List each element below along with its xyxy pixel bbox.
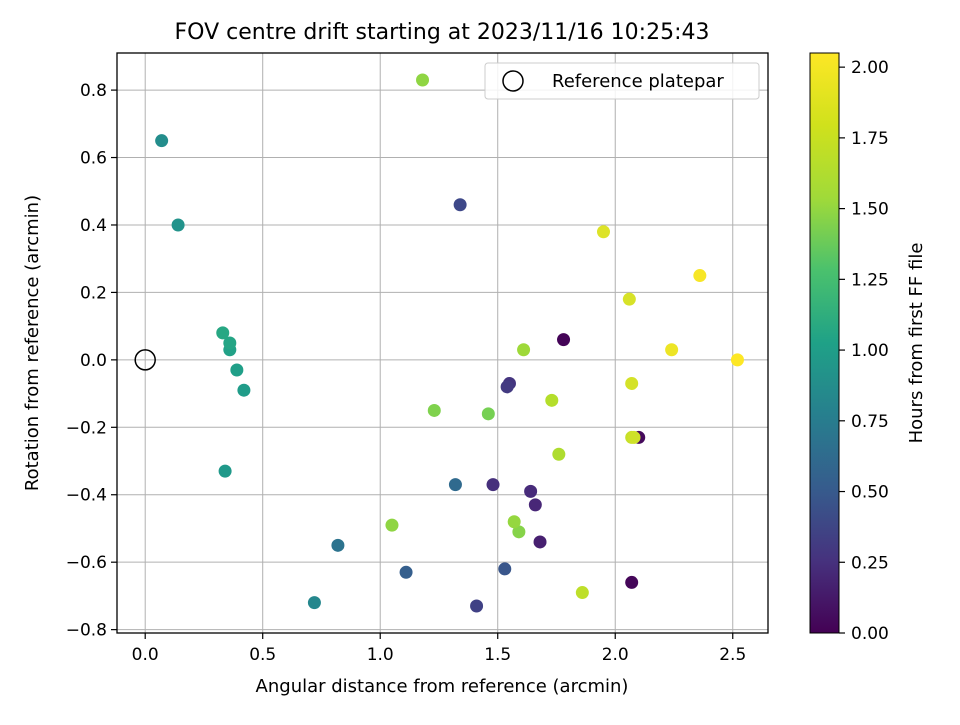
scatter-point: [528, 498, 542, 512]
legend-box: [484, 62, 760, 100]
scatter-point: [230, 363, 244, 377]
scatter-point: [155, 134, 169, 148]
y-tick-label: 0.6: [80, 149, 107, 169]
scatter-point: [399, 565, 413, 579]
scatter-point: [218, 464, 232, 478]
scatter-point: [486, 478, 500, 492]
scatter-point: [481, 407, 495, 421]
x-tick-label: 2.0: [602, 645, 629, 665]
scatter-point: [533, 535, 547, 549]
legend: Reference platepar: [484, 62, 760, 100]
colorbar-tick-label: 1.75: [851, 129, 889, 149]
scatter-point: [216, 326, 230, 340]
scatter-point: [730, 353, 744, 367]
legend-label-reference: Reference platepar: [552, 71, 724, 92]
scatter-point: [693, 269, 707, 283]
reference-platepar-marker: [134, 349, 156, 371]
x-tick-label: 0.0: [132, 645, 159, 665]
colorbar-tick-label: 1.50: [851, 200, 889, 220]
scatter-point: [627, 430, 641, 444]
colorbar-tick-label: 0.75: [851, 412, 889, 432]
scatter-point: [307, 596, 321, 610]
scatter-point: [625, 575, 639, 589]
scatter-point: [498, 562, 512, 576]
scatter-point: [507, 515, 521, 529]
scatter-point: [223, 336, 237, 350]
x-tick-label: 2.5: [719, 645, 746, 665]
scatter-point: [552, 447, 566, 461]
colorbar-tick-label: 0.50: [851, 483, 889, 503]
colorbar-ticks: 0.00 0.25 0.50 0.75 1.00 1.25 1.50 1.75 2.00: [839, 58, 889, 644]
y-tick-label: −0.4: [66, 486, 107, 506]
colorbar-label: Hours from first FF file: [906, 243, 927, 444]
colorbar-tick-label: 1.00: [851, 341, 889, 361]
y-tick-label: 0.0: [80, 351, 107, 371]
x-axis-label: Angular distance from reference (arcmin): [256, 676, 629, 697]
y-tick-label: 0.8: [80, 81, 107, 101]
y-tick-label: 0.4: [80, 216, 107, 236]
y-tick-label: −0.6: [66, 553, 107, 573]
y-tick-label: −0.8: [66, 621, 107, 641]
scatter-point: [500, 380, 514, 394]
scatter-point: [625, 376, 639, 390]
scatter-point: [453, 198, 467, 212]
scatter-point: [545, 393, 559, 407]
scatter-point: [331, 538, 345, 552]
scatter-point: [385, 518, 399, 532]
scatter-point: [524, 484, 538, 498]
colorbar-tick-label: 2.00: [851, 58, 889, 78]
colorbar-tick-label: 0.25: [851, 553, 889, 573]
scatter-point: [470, 599, 484, 613]
scatter-point: [596, 225, 610, 239]
scatter-point: [512, 525, 526, 539]
y-tick-label: −0.2: [66, 418, 107, 438]
grid-lines: [117, 53, 768, 633]
scatter-point: [237, 383, 251, 397]
scatter-point: [427, 403, 441, 417]
data-points: [155, 73, 744, 613]
scatter-point: [622, 292, 636, 306]
scatter-point: [665, 343, 679, 357]
scatter-point: [557, 333, 571, 347]
colorbar-tick-label: 1.25: [851, 270, 889, 290]
x-axis-ticks: 0.0 0.5 1.0 1.5 2.0 2.5: [132, 633, 746, 665]
scatter-point: [448, 478, 462, 492]
x-tick-label: 1.5: [484, 645, 511, 665]
scatter-point: [575, 586, 589, 600]
scatter-point: [517, 343, 531, 357]
reference-marker-layer: [134, 349, 156, 371]
scatter-point: [171, 218, 185, 232]
x-tick-label: 1.0: [367, 645, 394, 665]
y-axis-ticks: −0.8 −0.6 −0.4 −0.2 0.0 0.2 0.4 0.6 0.8: [66, 81, 117, 641]
scatter-point: [416, 73, 430, 87]
x-tick-label: 0.5: [249, 645, 276, 665]
y-axis-label: Rotation from reference (arcmin): [22, 195, 43, 491]
plot-area-frame: [116, 52, 769, 634]
colorbar-tick-label: 0.00: [851, 624, 889, 644]
legend-marker-reference: [502, 70, 524, 92]
y-tick-label: 0.2: [80, 283, 107, 303]
chart-title: FOV centre drift starting at 2023/11/16 …: [175, 20, 710, 45]
colorbar-gradient: [809, 52, 840, 634]
